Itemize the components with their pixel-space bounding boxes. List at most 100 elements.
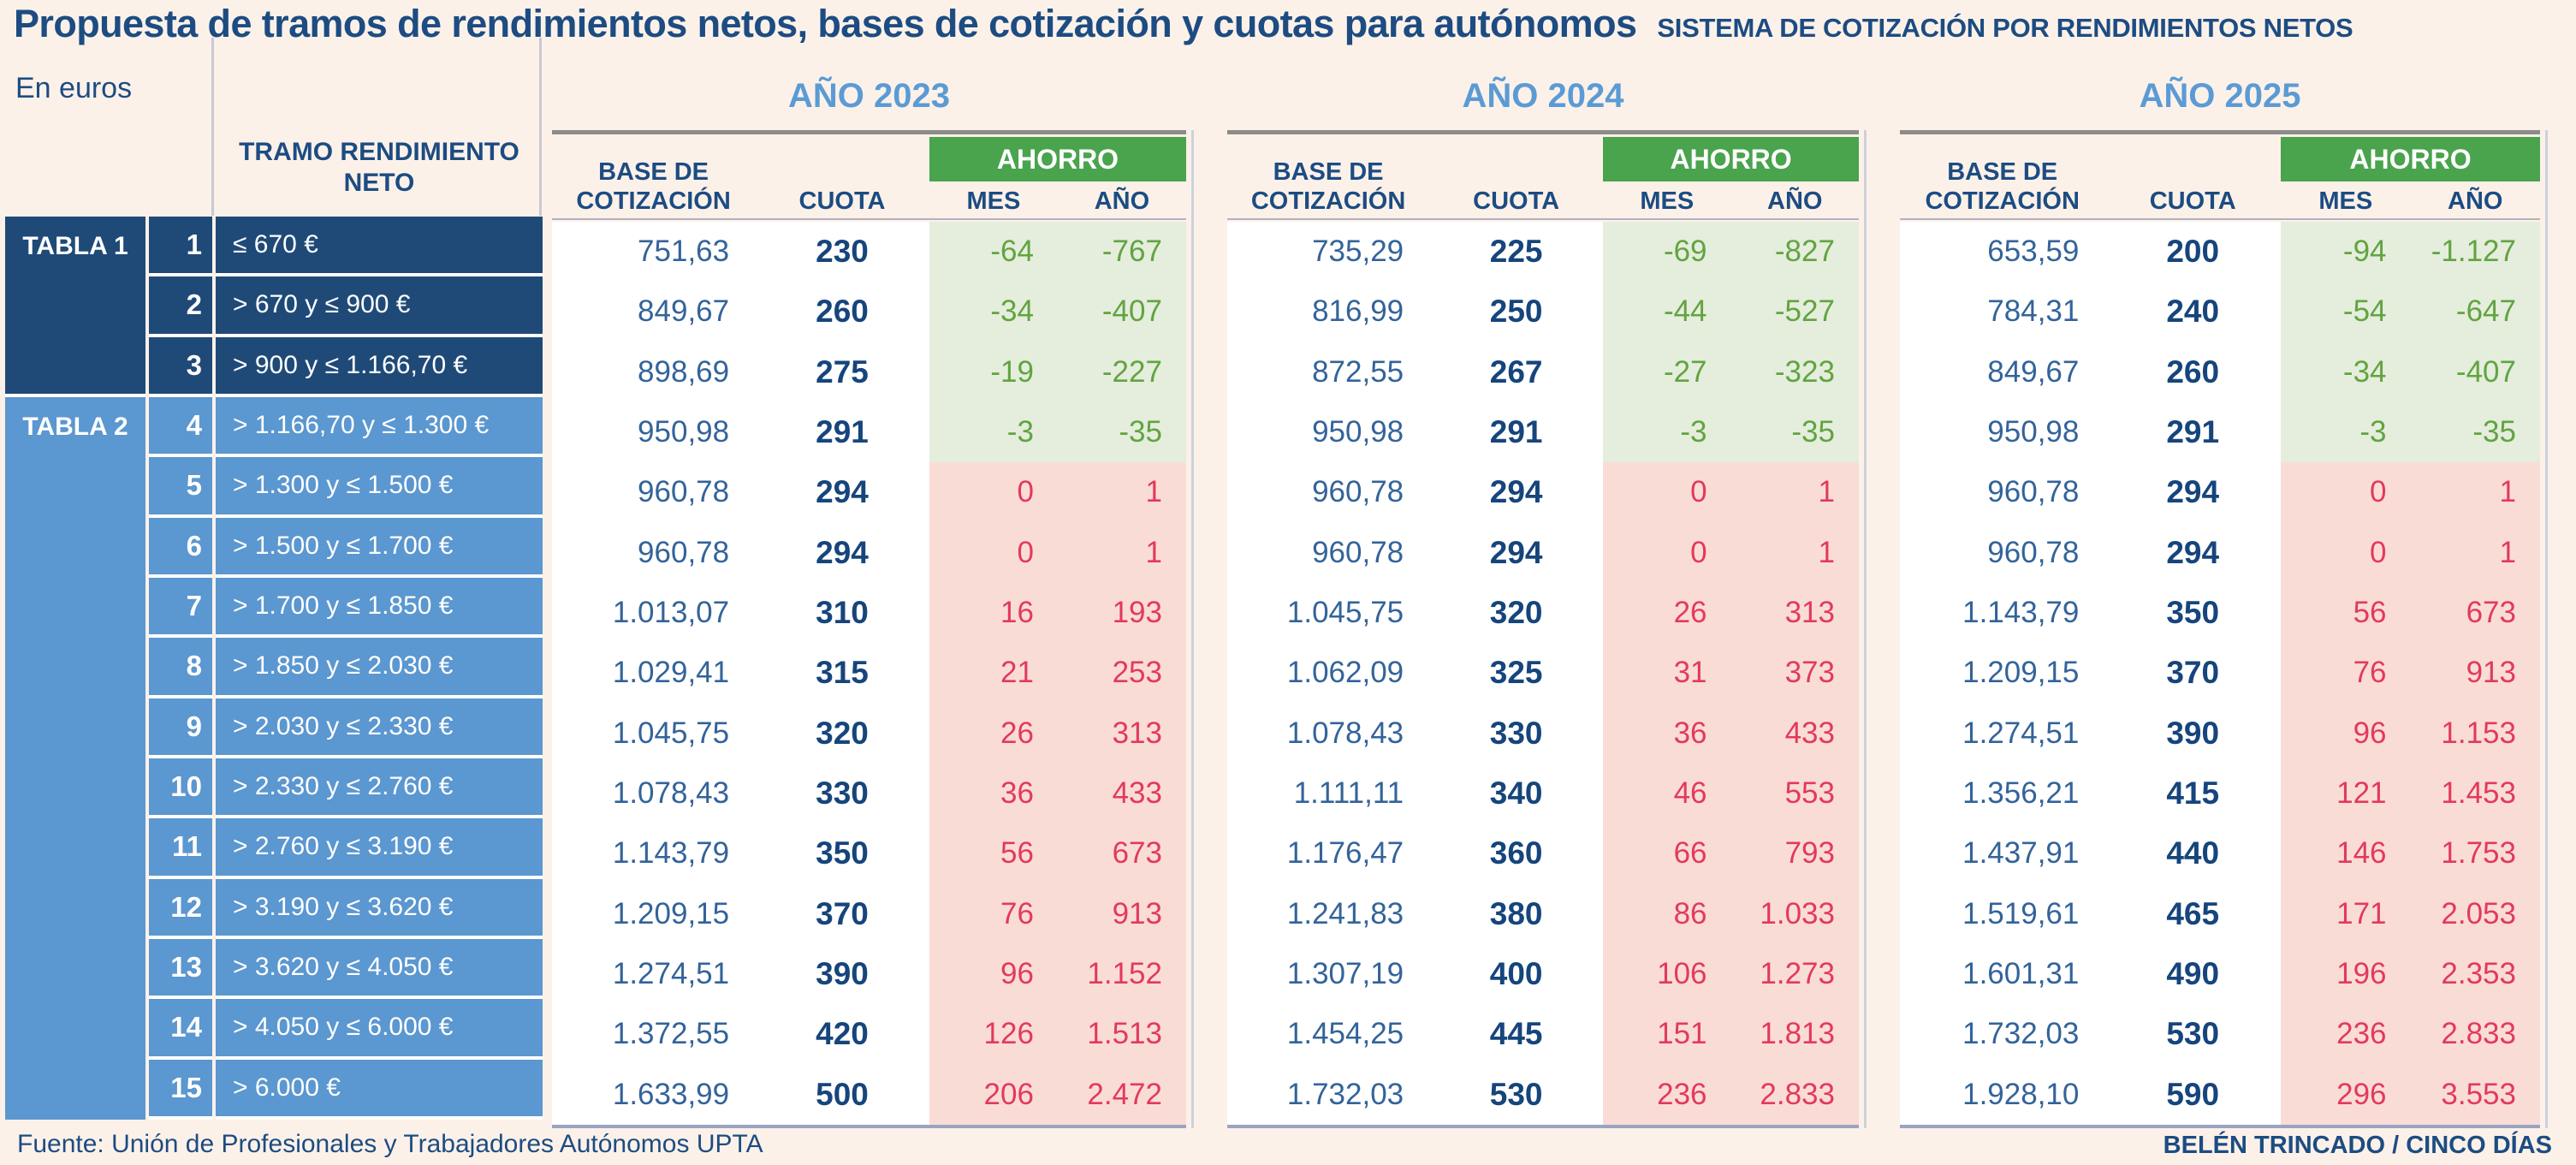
base-cell: 1.143,79 — [552, 823, 756, 884]
ahorro-mes-cell: -34 — [929, 282, 1058, 342]
column-header-zone: AHORRO BASE DE COTIZACIÓN CUOTA MES AÑO — [1900, 137, 2540, 216]
cuota-cell: 400 — [1429, 943, 1604, 1005]
ahorro-mes-cell: 151 — [1603, 1004, 1731, 1065]
base-cell: 1.241,83 — [1227, 883, 1430, 944]
base-cell: 1.928,10 — [1900, 1064, 2105, 1125]
tabla2-block: TABLA 2 — [5, 397, 145, 1120]
ahorro-anio-cell: -227 — [1057, 342, 1186, 402]
base-cell: 1.209,15 — [552, 883, 756, 944]
column-headers-row: BASE DE COTIZACIÓN CUOTA MES AÑO — [552, 158, 1186, 216]
data-row: 950,98 291 -3 -35 — [1227, 401, 1859, 463]
ahorro-anio-cell: 793 — [1730, 823, 1859, 884]
base-cell: 751,63 — [552, 222, 756, 282]
data-row: 1.078,43 330 36 433 — [1227, 703, 1859, 764]
header-underline — [1900, 218, 2540, 220]
data-row: 1.519,61 465 171 2.053 — [1900, 883, 2540, 944]
ahorro-anio-cell: -35 — [1730, 401, 1859, 463]
cuota-cell: 230 — [755, 222, 929, 282]
row-number-cell: 7 — [149, 577, 212, 639]
anio-header: AÑO — [1094, 187, 1150, 215]
data-row: 784,31 240 -54 -647 — [1900, 282, 2540, 342]
cuota-cell: 590 — [2104, 1064, 2282, 1125]
base-cell: 1.732,03 — [1900, 1004, 2105, 1065]
cuota-cell: 370 — [755, 883, 929, 944]
base-cell: 1.013,07 — [552, 582, 756, 644]
data-row: 1.209,15 370 76 913 — [1900, 643, 2540, 704]
base-cell: 1.372,55 — [552, 1004, 756, 1065]
column-headers-row: BASE DE COTIZACIÓN CUOTA MES AÑO — [1227, 158, 1859, 216]
cuota-cell: 294 — [2104, 522, 2282, 583]
cuota-cell: 291 — [1429, 401, 1604, 463]
ahorro-mes-cell: 66 — [1603, 823, 1731, 884]
data-row: 1.274,51 390 96 1.152 — [552, 943, 1186, 1005]
ahorro-mes-cell: 196 — [2281, 943, 2411, 1005]
cuota-cell: 330 — [1429, 703, 1604, 764]
tramo-cell: > 2.030 y ≤ 2.330 € — [216, 698, 543, 758]
base-cell: 960,78 — [1227, 462, 1430, 523]
data-row: 1.029,41 315 21 253 — [552, 643, 1186, 704]
ahorro-mes-cell: 21 — [929, 643, 1058, 704]
tramo-column-header: TRAMO RENDIMIENTO NETO — [239, 138, 519, 197]
base-header: BASE DE COTIZACIÓN — [1250, 158, 1406, 215]
year-rows: 653,59 200 -94 -1.127 784,31 240 -54 -647 849,67… — [1900, 222, 2540, 1128]
ahorro-mes-cell: -69 — [1603, 222, 1731, 282]
base-cell: 960,78 — [552, 522, 756, 583]
ahorro-anio-cell: 1.273 — [1730, 943, 1859, 1005]
base-cell: 735,29 — [1227, 222, 1430, 282]
tramo-cell: > 2.330 y ≤ 2.760 € — [216, 758, 543, 819]
base-cell: 950,98 — [1227, 401, 1430, 463]
ahorro-anio-cell: 1.453 — [2410, 763, 2540, 824]
base-cell: 1.307,19 — [1227, 943, 1430, 1005]
ahorro-anio-cell: 1.153 — [2410, 703, 2540, 764]
year-rows: 751,63 230 -64 -767 849,67 260 -34 -407 898,69 27… — [552, 222, 1186, 1128]
tramo-cell: > 1.700 y ≤ 1.850 € — [216, 577, 543, 639]
ahorro-anio-cell: 433 — [1730, 703, 1859, 764]
ahorro-anio-cell: 193 — [1057, 582, 1186, 644]
base-cell: 1.045,75 — [552, 703, 756, 764]
cuota-cell: 390 — [755, 943, 929, 1005]
row-number-cell: 6 — [149, 517, 212, 578]
ahorro-mes-cell: 121 — [2281, 763, 2411, 824]
data-row: 816,99 250 -44 -527 — [1227, 282, 1859, 342]
ahorro-mes-cell: 0 — [929, 462, 1058, 523]
ahorro-header: AHORRO — [2281, 137, 2540, 181]
cuota-cell: 267 — [1429, 342, 1604, 402]
mes-header: MES — [966, 187, 1021, 215]
ahorro-header: AHORRO — [929, 137, 1186, 181]
ahorro-mes-cell: 0 — [929, 522, 1058, 583]
base-cell: 816,99 — [1227, 282, 1430, 342]
tramo-cell: > 1.300 y ≤ 1.500 € — [216, 457, 543, 518]
data-row: 1.078,43 330 36 433 — [552, 763, 1186, 824]
ahorro-anio-cell: 313 — [1730, 582, 1859, 644]
cuota-cell: 260 — [755, 282, 929, 342]
base-header: BASE DE COTIZACIÓN — [1925, 158, 2080, 215]
base-cell: 1.209,15 — [1900, 643, 2105, 704]
cuota-cell: 465 — [2104, 883, 2282, 944]
cuota-cell: 445 — [1429, 1004, 1604, 1065]
base-cell: 950,98 — [1900, 401, 2105, 463]
ahorro-anio-cell: -35 — [1057, 401, 1186, 463]
column-headers-row: BASE DE COTIZACIÓN CUOTA MES AÑO — [1900, 158, 2540, 216]
base-cell: 1.176,47 — [1227, 823, 1430, 884]
base-cell: 872,55 — [1227, 342, 1430, 402]
cuota-cell: 320 — [755, 703, 929, 764]
ahorro-anio-cell: 2.833 — [2410, 1004, 2540, 1065]
data-row: 849,67 260 -34 -407 — [1900, 342, 2540, 402]
ahorro-mes-cell: 236 — [1603, 1064, 1731, 1125]
block-right-border — [1191, 130, 1194, 1128]
base-cell: 960,78 — [1227, 522, 1430, 583]
cuota-cell: 440 — [2104, 823, 2282, 884]
ahorro-anio-cell: -527 — [1730, 282, 1859, 342]
tramo-cell: > 2.760 y ≤ 3.190 € — [216, 818, 543, 879]
row-number-cell: 1 — [149, 217, 212, 277]
ahorro-mes-cell: 26 — [929, 703, 1058, 764]
cuota-cell: 260 — [2104, 342, 2282, 402]
cuota-cell: 370 — [2104, 643, 2282, 704]
base-cell: 1.029,41 — [552, 643, 756, 704]
cuota-cell: 294 — [1429, 462, 1604, 523]
base-cell: 1.437,91 — [1900, 823, 2105, 884]
ahorro-anio-cell: 2.053 — [2410, 883, 2540, 944]
tramo-cell: > 1.850 y ≤ 2.030 € — [216, 638, 543, 698]
ahorro-mes-cell: -19 — [929, 342, 1058, 402]
data-row: 849,67 260 -34 -407 — [552, 282, 1186, 342]
